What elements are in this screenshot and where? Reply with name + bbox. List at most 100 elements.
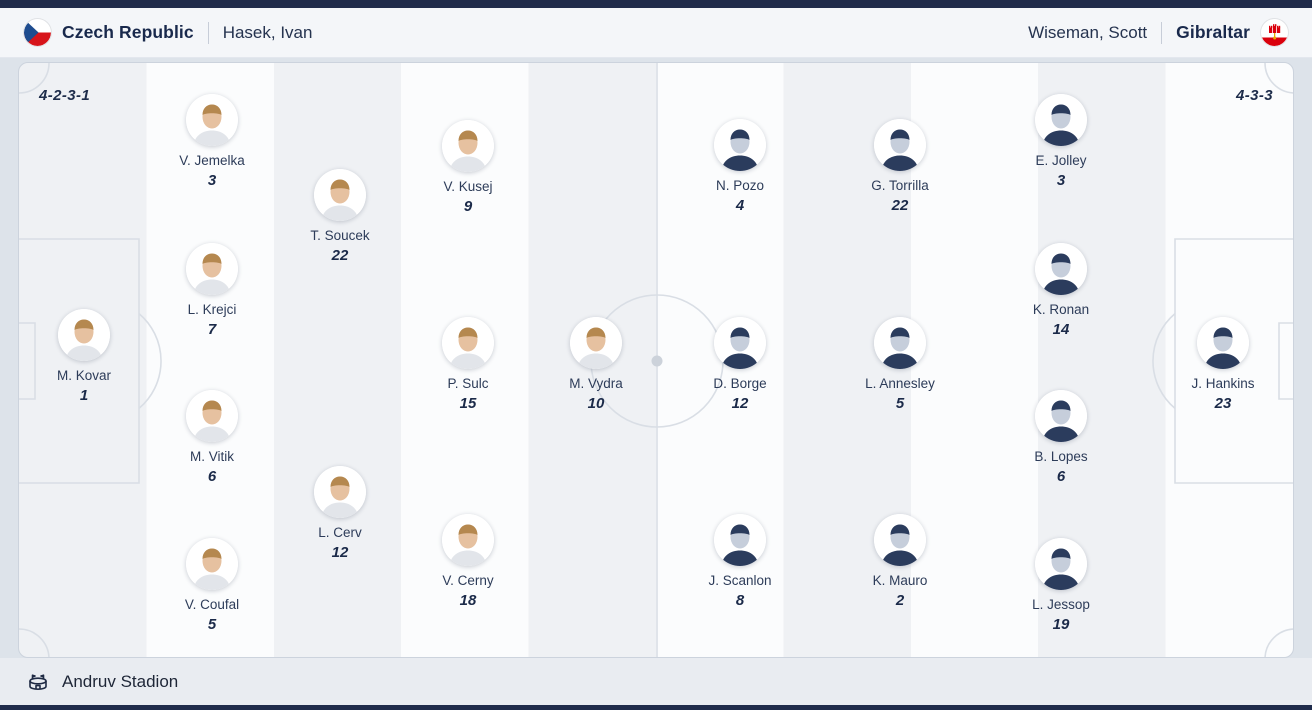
player-name: K. Ronan: [1032, 302, 1090, 317]
player-k-mauro[interactable]: K. Mauro 2: [835, 514, 965, 609]
player-l-jessop[interactable]: L. Jessop 19: [996, 538, 1126, 633]
player-name: P. Sulc: [447, 376, 489, 391]
player-number: 8: [735, 591, 745, 609]
player-j-scanlon[interactable]: J. Scanlon 8: [675, 514, 805, 609]
player-avatar: [874, 514, 926, 566]
player-number: 23: [1214, 394, 1232, 412]
player-p-sulc[interactable]: P. Sulc 15: [403, 317, 533, 412]
player-name: L. Cerv: [318, 525, 362, 540]
player-l-annesley[interactable]: L. Annesley 5: [835, 317, 965, 412]
player-avatar: [442, 120, 494, 172]
player-number: 5: [207, 615, 217, 633]
player-avatar: [186, 243, 238, 295]
player-number: 18: [459, 591, 477, 609]
venue-name: Andruv Stadion: [62, 671, 179, 691]
player-avatar: [186, 538, 238, 590]
player-name: K. Mauro: [872, 573, 928, 588]
player-avatar: [442, 514, 494, 566]
player-name: T. Soucek: [310, 228, 370, 243]
player-b-lopes[interactable]: B. Lopes 6: [996, 390, 1126, 485]
player-l-cerv[interactable]: L. Cerv 12: [275, 466, 405, 561]
player-avatar: [874, 119, 926, 171]
player-l-krejci[interactable]: L. Krejci 7: [147, 243, 277, 338]
player-avatar: [570, 317, 622, 369]
away-team-block[interactable]: Wiseman, Scott Gibraltar: [1028, 19, 1288, 46]
player-d-borge[interactable]: D. Borge 12: [675, 317, 805, 412]
player-avatar: [1035, 94, 1087, 146]
player-name: V. Cerny: [442, 573, 494, 588]
player-name: J. Scanlon: [708, 573, 772, 588]
player-m-vydra[interactable]: M. Vydra 10: [531, 317, 661, 412]
player-avatar: [314, 169, 366, 221]
player-avatar: [1035, 538, 1087, 590]
player-number: 7: [207, 320, 217, 338]
player-g-torrilla[interactable]: G. Torrilla 22: [835, 119, 965, 214]
player-name: M. Vydra: [569, 376, 623, 391]
away-formation-label: 4-3-3: [1235, 87, 1273, 104]
player-m-kovar[interactable]: M. Kovar 1: [19, 309, 149, 404]
player-number: 15: [459, 394, 477, 412]
player-avatar: [186, 94, 238, 146]
player-n-pozo[interactable]: N. Pozo 4: [675, 119, 805, 214]
player-j-hankins[interactable]: J. Hankins 23: [1158, 317, 1288, 412]
away-team-name[interactable]: Gibraltar: [1176, 22, 1250, 42]
player-name: B. Lopes: [1034, 449, 1088, 464]
player-avatar: [1197, 317, 1249, 369]
player-avatar: [186, 390, 238, 442]
player-name: M. Vitik: [189, 449, 234, 464]
player-number: 14: [1052, 320, 1070, 338]
player-v-jemelka[interactable]: V. Jemelka 3: [147, 94, 277, 189]
player-name: E. Jolley: [1035, 153, 1087, 168]
player-avatar: [58, 309, 110, 361]
czech-flag-icon: [24, 19, 51, 46]
player-v-coufal[interactable]: V. Coufal 5: [147, 538, 277, 633]
player-name: V. Coufal: [184, 597, 240, 612]
player-avatar: [714, 514, 766, 566]
player-v-cerny[interactable]: V. Cerny 18: [403, 514, 533, 609]
player-avatar: [442, 317, 494, 369]
away-manager-name: Wiseman, Scott: [1028, 22, 1148, 42]
player-number: 12: [731, 394, 749, 412]
player-name: L. Krejci: [187, 302, 237, 317]
player-number: 22: [331, 246, 349, 264]
divider: [1161, 21, 1163, 44]
player-name: L. Jessop: [1032, 597, 1090, 612]
player-number: 6: [207, 467, 217, 485]
home-team-name[interactable]: Czech Republic: [62, 22, 194, 42]
player-avatar: [314, 466, 366, 518]
player-m-vitik[interactable]: M. Vitik 6: [147, 390, 277, 485]
pitch: 4-2-3-1 4-3-3 M. Kovar 1 V. Jemelka 3 L. K…: [18, 62, 1294, 658]
player-avatar: [714, 119, 766, 171]
player-avatar: [1035, 243, 1087, 295]
player-name: M. Kovar: [56, 368, 111, 383]
player-number: 12: [331, 543, 349, 561]
player-name: D. Borge: [713, 376, 767, 391]
player-e-jolley[interactable]: E. Jolley 3: [996, 94, 1126, 189]
player-number: 1: [79, 386, 89, 404]
divider: [207, 21, 209, 44]
player-number: 6: [1056, 467, 1066, 485]
player-number: 5: [895, 394, 905, 412]
player-name: L. Annesley: [865, 376, 935, 391]
player-avatar: [874, 317, 926, 369]
player-k-ronan[interactable]: K. Ronan 14: [996, 243, 1126, 338]
player-number: 3: [207, 171, 217, 189]
pitch-wrapper: 4-2-3-1 4-3-3 M. Kovar 1 V. Jemelka 3 L. K…: [0, 58, 1312, 658]
player-name: N. Pozo: [715, 178, 765, 193]
home-manager-name: Hasek, Ivan: [222, 22, 313, 42]
player-number: 10: [587, 394, 605, 412]
player-t-soucek[interactable]: T. Soucek 22: [275, 169, 405, 264]
home-team-block[interactable]: Czech Republic Hasek, Ivan: [24, 19, 312, 46]
player-number: 2: [895, 591, 905, 609]
player-number: 4: [735, 196, 745, 214]
player-name: G. Torrilla: [871, 178, 929, 193]
player-number: 19: [1052, 615, 1070, 633]
gibraltar-flag-icon: [1261, 19, 1288, 46]
top-navy-bar: [0, 0, 1312, 8]
player-name: V. Jemelka: [179, 153, 245, 168]
player-v-kusej[interactable]: V. Kusej 9: [403, 120, 533, 215]
venue-bar: Andruv Stadion: [0, 658, 1312, 705]
player-number: 22: [891, 196, 909, 214]
player-name: J. Hankins: [1191, 376, 1255, 391]
player-number: 3: [1056, 171, 1066, 189]
